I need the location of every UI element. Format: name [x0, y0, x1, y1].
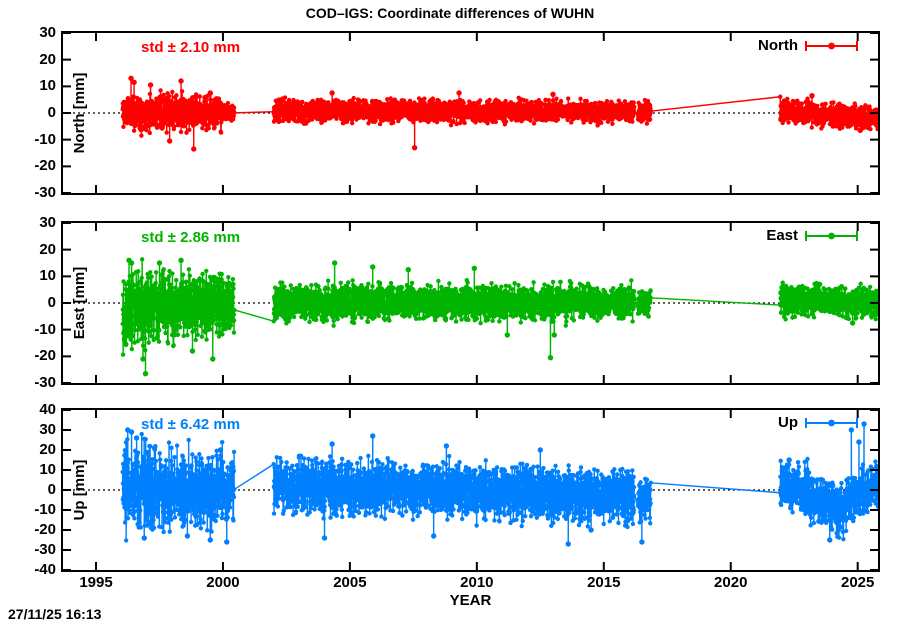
y-tick-label: -30 [34, 541, 56, 558]
up-axis-title: Up [mm] [71, 459, 88, 521]
y-tick-label: 0 [47, 481, 56, 498]
x-tick-label: 1995 [79, 574, 113, 591]
y-tick-label: 20 [39, 50, 56, 68]
y-tick-label: -10 [34, 130, 56, 148]
y-tick-label: 30 [39, 214, 56, 231]
up-std-label: std ± 6.42 mm [141, 416, 241, 433]
y-tick-label: 20 [39, 240, 56, 258]
north-std-label: std ± 2.10 mm [141, 39, 241, 56]
y-tick-label: 30 [39, 24, 56, 41]
y-tick-label: 10 [39, 77, 56, 95]
east-data-canvas [63, 223, 878, 383]
x-tick-label: 2015 [587, 574, 621, 591]
y-tick-label: 20 [39, 441, 56, 458]
north-axis-title: North [mm] [71, 72, 88, 154]
y-tick-label: -10 [34, 320, 56, 338]
x-tick-label: 2005 [333, 574, 367, 591]
panel-north: std ± 2.10 mm North North [mm] [61, 31, 880, 195]
x-tick-label: 2000 [206, 574, 240, 591]
x-tick-label: 2025 [841, 574, 875, 591]
y-tick-label: -30 [34, 374, 56, 391]
chart-title: COD–IGS: Coordinate differences of WUHN [305, 5, 595, 21]
panel-up: std ± 6.42 mm Up Up [mm] [61, 408, 880, 572]
y-tick-label: 10 [39, 267, 56, 285]
y-tick-label: -40 [34, 561, 56, 578]
y-tick-label: -20 [34, 157, 56, 175]
east-axis-title: East [mm] [71, 266, 88, 340]
timestamp: 27/11/25 16:13 [8, 606, 102, 622]
y-tick-label: -30 [34, 184, 56, 201]
north-data-canvas [63, 33, 878, 193]
y-tick-label: 40 [39, 401, 56, 418]
year-axis-label: YEAR [449, 592, 492, 609]
up-data-canvas [63, 410, 878, 570]
y-tick-label: -10 [34, 501, 56, 518]
y-tick-label: 0 [47, 294, 56, 311]
up-legend-label: Up [778, 414, 798, 431]
y-tick-label: 0 [47, 104, 56, 121]
panel-east: std ± 2.86 mm East East [mm] [61, 221, 880, 385]
y-tick-label: 10 [39, 461, 56, 478]
x-tick-label: 2020 [714, 574, 748, 591]
x-tick-label: 2010 [460, 574, 494, 591]
y-tick-label: -20 [34, 347, 56, 365]
y-tick-label: 30 [39, 421, 56, 438]
east-std-label: std ± 2.86 mm [141, 229, 241, 246]
y-tick-label: -20 [34, 521, 56, 538]
east-legend-label: East [766, 227, 798, 244]
north-legend-label: North [758, 37, 798, 54]
